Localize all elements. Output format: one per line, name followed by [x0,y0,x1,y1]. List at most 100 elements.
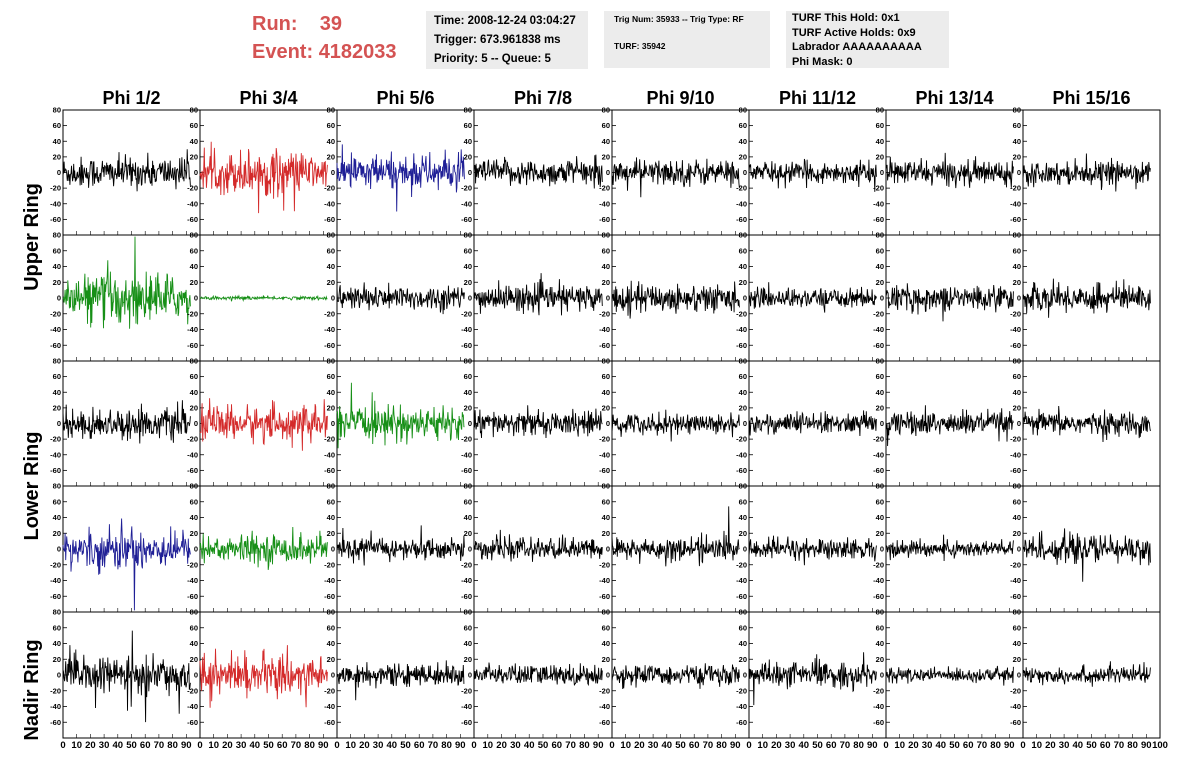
y-tick-label: -60 [873,718,884,727]
y-tick-label: 40 [739,262,747,271]
waveform-panel: 80 60 40 20 0 -20 -40 -60 [599,482,750,613]
x-tick-label: 10 [345,740,356,751]
y-tick-label: -40 [461,702,472,711]
y-tick-label: 40 [190,513,198,522]
y-tick-label: -40 [50,576,61,585]
x-tick-label: 70 [565,740,576,751]
y-tick-label: -60 [187,466,198,475]
y-tick-label: -20 [873,184,884,193]
waveform-trace [62,400,191,444]
waveform-panel: 80 60 40 20 0 -20 -40 -60 [50,608,201,739]
y-tick-label: -20 [1010,184,1021,193]
y-tick-label: 0 [57,168,61,177]
waveform-panels: 80 60 40 20 0 -20 -40 -60 80 60 40 20 0 -20 -40 -60 80 60… [50,106,1161,739]
waveform-panel: 80 60 40 20 0 -20 -40 -60 [187,231,338,362]
waveform-panel: 80 60 40 20 0 -20 -40 -60 [873,106,1024,236]
x-tick-label: 40 [113,740,124,751]
y-tick-label: 80 [53,231,61,240]
y-tick-label: 0 [468,419,472,428]
y-tick-label: -40 [873,199,884,208]
panel-frame [611,611,750,739]
waveform-panel: 80 60 40 20 0 -20 -40 -60 [187,357,338,487]
waveform-trace [748,535,877,566]
y-tick-label: 80 [53,482,61,491]
y-tick-label: -20 [324,184,335,193]
x-tick-label: 50 [400,740,411,751]
y-tick-label: 0 [194,419,198,428]
waveform-panel: 80 60 40 20 0 -20 -40 -60 [324,482,475,613]
x-tick-label: 100 [1152,740,1168,751]
y-tick-label: -60 [461,341,472,350]
x-tick-label: 50 [949,740,960,751]
y-tick-label: -20 [461,686,472,695]
run-value: 39 [319,13,343,35]
waveform-trace [199,526,328,570]
waveform-panel: 80 60 40 20 0 -20 -40 -60 [873,357,1024,487]
waveform-panel: 80 60 40 20 0 -20 -40 -60 [324,106,475,236]
y-tick-label: 0 [1017,671,1021,680]
y-tick-label: 60 [602,623,610,632]
time-text: Time: 2008-12-24 03:04:27 [434,15,576,27]
x-tick-label: 90 [1004,740,1015,751]
waveform-trace [748,158,877,192]
y-tick-label: -60 [187,718,198,727]
column-label: Phi 9/10 [646,88,714,108]
run-event-heading: Run: 39 Event: 4182033 [252,10,397,66]
y-tick-label: 40 [1013,639,1021,648]
y-tick-label: 20 [1013,655,1021,664]
y-tick-label: 80 [876,106,884,115]
y-tick-label: 0 [468,168,472,177]
y-tick-label: -60 [599,215,610,224]
y-tick-label: 60 [327,497,335,506]
x-tick-label: 0 [334,740,339,751]
column-label: Phi 7/8 [514,88,572,108]
y-tick-label: -60 [461,592,472,601]
y-tick-label: -60 [1010,341,1021,350]
y-tick-label: 60 [1013,623,1021,632]
x-tick-label: 70 [840,740,851,751]
y-tick-label: -60 [50,718,61,727]
x-tick-label: 70 [154,740,165,751]
waveform-trace [199,294,328,302]
waveform-trace [885,283,1014,322]
y-tick-label: 20 [1013,278,1021,287]
waveform-trace [885,665,1014,686]
column-label: Phi 11/12 [779,88,856,108]
y-tick-label: 40 [1013,137,1021,146]
x-tick-label: 0 [609,740,614,751]
y-tick-label: 20 [739,655,747,664]
y-tick-label: -60 [1010,718,1021,727]
x-tick-label: 0 [746,740,751,751]
y-tick-label: -40 [324,199,335,208]
x-tick-label: 40 [250,740,261,751]
y-tick-label: -40 [599,450,610,459]
y-tick-label: 80 [876,357,884,366]
y-tick-label: 80 [464,482,472,491]
y-tick-label: -60 [873,466,884,475]
turf-hold-box: TURF This Hold: 0x1 TURF Active Holds: 0… [786,11,949,68]
waveform-trace [611,506,740,567]
y-tick-label: -60 [50,592,61,601]
y-tick-label: -40 [461,450,472,459]
y-tick-label: -40 [187,702,198,711]
x-tick-label: 30 [922,740,933,751]
y-tick-label: -40 [736,450,747,459]
y-tick-label: -20 [1010,309,1021,318]
y-tick-label: 60 [876,121,884,130]
y-tick-label: 60 [327,372,335,381]
x-tick-label: 50 [1086,740,1097,751]
y-tick-label: 0 [606,419,610,428]
x-axis-labels: 0 10 20 30 40 50 60 70 80 90 0 10 20 30 40 50 60 70 80 90 0 1… [60,740,1168,751]
y-tick-label: -40 [187,450,198,459]
waveform-panel: 80 60 40 20 0 -20 -40 -60 [324,231,475,362]
y-tick-label: -40 [873,702,884,711]
y-tick-label: 60 [190,623,198,632]
y-tick-label: 20 [190,655,198,664]
phi-mask-text: Phi Mask: 0 [792,55,853,68]
x-tick-label: 70 [703,740,714,751]
x-tick-label: 70 [428,740,439,751]
trigger-text: Trigger: 673.961838 ms [434,34,561,46]
y-tick-label: 0 [606,168,610,177]
turf-this-hold-text: TURF This Hold: 0x1 [792,12,900,24]
y-tick-label: -40 [736,576,747,585]
